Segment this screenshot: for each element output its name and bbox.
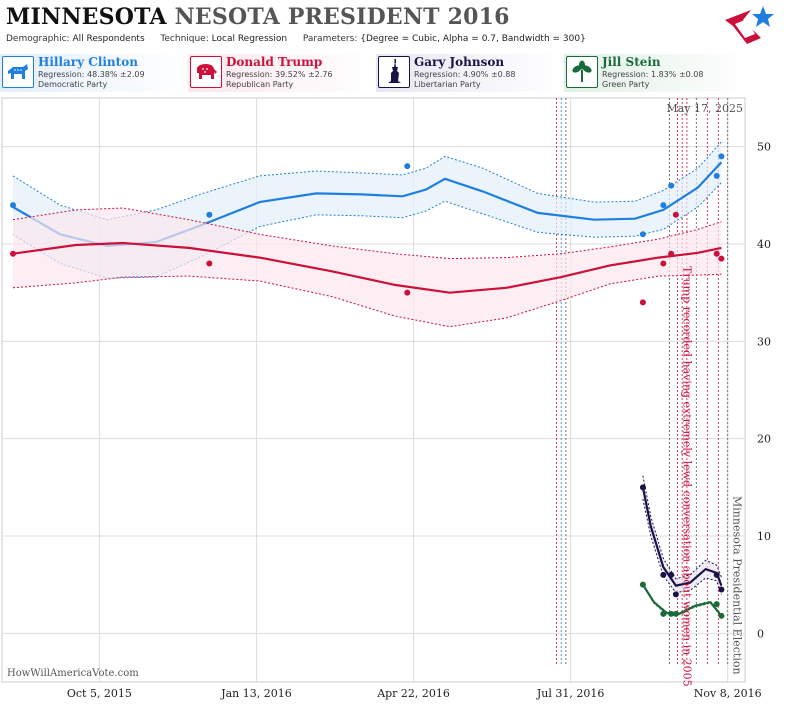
confidence-lower-line [12, 273, 722, 328]
poll-point [404, 289, 411, 296]
confidence-band [13, 208, 722, 327]
candidate-party: Libertarian Party [414, 80, 481, 89]
y-tick-label: 50 [757, 141, 771, 154]
poll-point [660, 571, 667, 578]
poll-point [718, 612, 725, 619]
page-title: MINNESOTA NESOTA PRESIDENT 2016 [6, 4, 510, 30]
y-tick-label: 30 [757, 335, 771, 348]
confidence-upper-line [12, 141, 722, 221]
parameters-label: Parameters: [302, 34, 358, 44]
poll-point [206, 260, 213, 267]
x-tick-label: Nov 8, 2016 [694, 687, 762, 700]
poll-point [206, 211, 213, 218]
poll-point [404, 163, 411, 170]
x-tick-label: Oct 5, 2015 [67, 687, 132, 700]
poll-point [672, 591, 679, 598]
poll-point [9, 202, 16, 209]
candidate-name: Jill Stein [602, 55, 661, 69]
technique-value: Local Regression [211, 34, 288, 44]
y-tick-label: 40 [757, 238, 771, 251]
candidate-regression: Regression: 4.90% ±0.88 [414, 70, 516, 79]
poll-point [660, 610, 667, 617]
leaf-icon [566, 56, 598, 88]
x-tick-label: Jan 13, 2016 [220, 687, 292, 700]
date-stamp: May 17, 2025 [666, 102, 743, 115]
title-state: MINNESOTA [6, 4, 167, 30]
title-race: NESOTA PRESIDENT 2016 [174, 4, 510, 30]
poll-point [713, 601, 720, 608]
x-tick-label: Jul 31, 2016 [536, 687, 605, 700]
trend-line [641, 584, 723, 617]
parameters-line: Demographic: All Respondents Technique: … [6, 34, 586, 44]
parameters-value: {Degree = Cubic, Alpha = 0.7, Bandwidth … [360, 34, 586, 44]
confidence-upper-line [642, 475, 722, 580]
poll-point [668, 571, 675, 578]
candidate-legend: Hillary Clinton Regression: 48.38% ±2.09… [0, 54, 789, 94]
candidate-card-stein[interactable]: Jill Stein Regression: 1.83% ±0.08 Green… [564, 54, 750, 92]
poll-chart: 0 10 20 30 40 50 Oct 5, 2015 Jan 13, 2016 Apr 22… [1, 97, 771, 700]
candidate-regression: Regression: 1.83% ±0.08 [602, 70, 704, 79]
demographic-value: All Respondents [72, 34, 145, 44]
poll-point [668, 250, 675, 257]
candidate-card-trump[interactable]: Donald Trump Regression: 39.52% ±2.76 Re… [188, 54, 374, 92]
poll-point [718, 153, 725, 160]
poll-point [660, 202, 667, 209]
candidate-card-clinton[interactable]: Hillary Clinton Regression: 48.38% ±2.09… [0, 54, 186, 92]
poll-point [639, 484, 646, 491]
confidence-lower-line [12, 182, 722, 279]
poll-point [718, 255, 725, 262]
demographic-label: Demographic: [6, 34, 70, 44]
confidence-lower-line [642, 498, 722, 595]
y-tick-label: 10 [757, 530, 771, 543]
trend-line [641, 487, 723, 587]
site-logo-icon [725, 6, 774, 44]
chart-area: 0 10 20 30 40 50 Oct 5, 2015 Jan 13, 2016 Apr 22… [0, 96, 789, 704]
confidence-upper-line [12, 207, 722, 260]
event-annotation: Trump recorded having extremely lewd con… [680, 266, 693, 687]
poll-point [718, 586, 725, 593]
poll-point [713, 172, 720, 179]
candidate-name: Hillary Clinton [38, 55, 138, 69]
candidate-party: Green Party [602, 80, 650, 89]
liberty-statue-icon [378, 56, 410, 88]
watermark: HowWillAmericaVote.com [7, 668, 139, 679]
x-tick-label: Apr 22, 2016 [376, 687, 450, 700]
donkey-icon [2, 56, 34, 88]
poll-point [9, 250, 16, 257]
trend-line [12, 241, 722, 294]
elephant-icon [190, 56, 222, 88]
poll-point [713, 571, 720, 578]
y-tick-label: 0 [757, 627, 764, 640]
technique-label: Technique: [160, 34, 209, 44]
poll-point [639, 581, 646, 588]
candidate-regression: Regression: 48.38% ±2.09 [38, 70, 145, 79]
candidate-party: Republican Party [226, 80, 294, 89]
poll-point [660, 260, 667, 267]
event-annotation: Minnesota Presidential Election [731, 496, 744, 675]
y-tick-label: 20 [757, 433, 771, 446]
candidate-name: Donald Trump [226, 55, 323, 69]
candidate-regression: Regression: 39.52% ±2.76 [226, 70, 333, 79]
candidate-card-johnson[interactable]: Gary Johnson Regression: 4.90% ±0.88 Lib… [376, 54, 562, 92]
candidate-party: Democratic Party [38, 80, 108, 89]
candidate-name: Gary Johnson [414, 55, 505, 69]
poll-point [639, 231, 646, 238]
poll-point [639, 299, 646, 306]
poll-point [713, 250, 720, 257]
poll-point [668, 182, 675, 189]
poll-point [668, 610, 675, 617]
poll-point [672, 610, 679, 617]
poll-point [672, 211, 679, 218]
